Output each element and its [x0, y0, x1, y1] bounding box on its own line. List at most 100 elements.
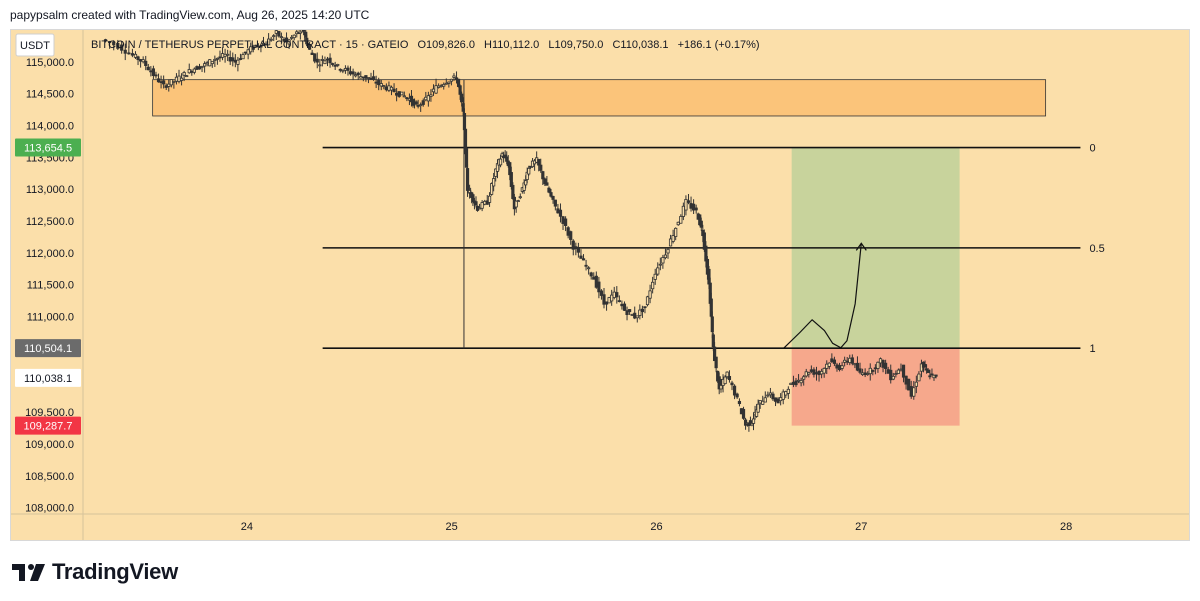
time-axis[interactable]: 24 25 26 27 28 — [241, 521, 1073, 533]
candle-body — [820, 370, 824, 375]
candle-body — [545, 182, 549, 186]
candle-body — [756, 403, 760, 413]
candle-body — [812, 369, 816, 375]
candle-body — [439, 85, 443, 87]
candle-body — [238, 58, 243, 60]
candle-body — [500, 153, 504, 157]
candle-body — [640, 308, 645, 313]
candle-body — [835, 364, 839, 369]
tradingview-logo[interactable]: TradingView — [12, 559, 178, 585]
candle-body — [615, 292, 619, 298]
currency-box[interactable] — [15, 33, 55, 57]
tradingview-logo-icon — [12, 564, 45, 581]
candle-body — [661, 257, 665, 264]
candle-body — [653, 273, 657, 280]
fib-retracement[interactable]: 00.51 — [322, 143, 1105, 356]
candle-body — [617, 300, 621, 303]
candle-body — [454, 77, 459, 81]
candle-body — [873, 367, 877, 370]
candle-body — [827, 362, 831, 367]
candle-body — [146, 66, 150, 71]
candle-body — [561, 216, 565, 224]
candle-body — [524, 180, 528, 186]
time-tick-label: 27 — [855, 521, 867, 533]
candle-body — [310, 52, 314, 55]
candle-body — [934, 374, 938, 377]
candle-body — [179, 77, 184, 81]
candle-body — [825, 363, 829, 369]
price-tick-label: 111,500.0 — [27, 280, 74, 292]
candle-body — [853, 363, 857, 366]
candle-body — [130, 53, 135, 56]
candle-body — [395, 92, 399, 96]
candle-body — [292, 34, 296, 39]
legend-symbol: BITCOIN / TETHERUS PERPETUAL CONTRACT · … — [91, 39, 409, 51]
candle-body — [796, 379, 801, 382]
candle-body — [663, 254, 668, 259]
candle-body — [817, 370, 821, 376]
candle-body — [830, 358, 834, 362]
candle-body — [845, 360, 849, 363]
candle-body — [727, 375, 732, 381]
candle-body — [241, 54, 245, 60]
candle-body — [656, 267, 660, 275]
candle-body — [127, 52, 131, 55]
candle-body — [681, 205, 685, 217]
candle-body — [651, 281, 655, 290]
candle-body — [926, 369, 930, 373]
chart-frame[interactable]: 0 0.5 1 USDT 115,000.0 114,500.0 114,000.0 11… — [10, 29, 1190, 541]
legend: BITCOIN / TETHERUS PERPETUAL CONTRACT · … — [91, 39, 760, 51]
candle-body — [379, 83, 383, 87]
candle-body — [930, 373, 934, 376]
candle-body — [251, 46, 255, 50]
legend-high: H110,112.0 — [484, 39, 539, 51]
price-badge — [15, 368, 81, 387]
candle-body — [306, 43, 310, 47]
candle-body — [863, 372, 867, 376]
fib-level-label: 0.5 — [1089, 243, 1104, 255]
price-tick-label: 108,500.0 — [25, 471, 74, 483]
candle-body — [205, 62, 209, 65]
candle-body — [878, 358, 883, 364]
candle-body — [483, 200, 487, 205]
candle-body — [424, 96, 428, 101]
svg-text:BITCOIN / TETHERUS PERPETUAL C: BITCOIN / TETHERUS PERPETUAL CONTRACT · … — [91, 39, 760, 51]
candle-body — [914, 381, 918, 387]
candle-body — [730, 382, 734, 386]
candle-body — [133, 53, 138, 58]
candle-body — [717, 376, 721, 390]
price-badge — [15, 416, 81, 435]
candle-body — [103, 39, 108, 42]
projection-drawing[interactable] — [783, 242, 867, 349]
candle-body — [509, 172, 513, 187]
candle-body — [492, 178, 496, 187]
legend-open: O109,826.0 — [417, 39, 475, 51]
price-tick-label: 114,500.0 — [26, 89, 74, 101]
candle-body — [301, 30, 306, 32]
candle-body — [804, 371, 808, 377]
candle-body — [802, 376, 806, 380]
candle-body — [136, 56, 140, 61]
candle-body — [187, 69, 191, 74]
candle-body — [807, 372, 811, 375]
candle-body — [182, 72, 186, 76]
candle-body — [886, 369, 890, 374]
price-chart[interactable]: 00.51 USDT 115,000.0114,500.0114,000.011… — [11, 30, 1189, 540]
candle-body — [909, 385, 913, 397]
candle-body — [514, 200, 518, 208]
candle-body — [658, 263, 662, 266]
candle-body — [487, 195, 492, 203]
candle-body — [429, 94, 433, 97]
candle-body — [343, 68, 348, 71]
candle-body — [581, 258, 586, 261]
price-badge — [15, 339, 81, 358]
candle-body — [850, 357, 854, 364]
candle-body — [625, 310, 629, 316]
candle-body — [233, 59, 237, 63]
candle-body — [364, 75, 368, 79]
candle-body — [699, 220, 703, 228]
candle-body — [674, 227, 678, 237]
candle-body — [725, 371, 729, 378]
candle-body — [719, 385, 723, 390]
candle-body — [210, 60, 214, 65]
